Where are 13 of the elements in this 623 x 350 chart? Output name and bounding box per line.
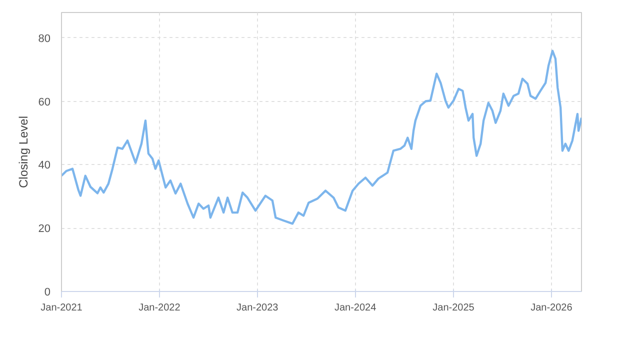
x-tick-label: Jan-2025 [432,302,475,314]
line-series [62,50,582,225]
y-tick-label: 20 [38,223,51,236]
y-axis-title: Closing Level [16,116,30,188]
x-tick-label: Jan-2024 [334,302,377,314]
x-tick-label: Jan-2023 [236,302,279,314]
x-tick-label: Jan-2022 [138,302,181,314]
y-tick-label: 0 [44,286,51,298]
y-tick-label: 80 [38,32,51,45]
x-tick-label: Jan-2021 [40,302,83,314]
x-tick-label: Jan-2026 [530,302,573,314]
y-tick-label: 60 [38,96,51,108]
y-tick-label: 40 [38,160,51,172]
